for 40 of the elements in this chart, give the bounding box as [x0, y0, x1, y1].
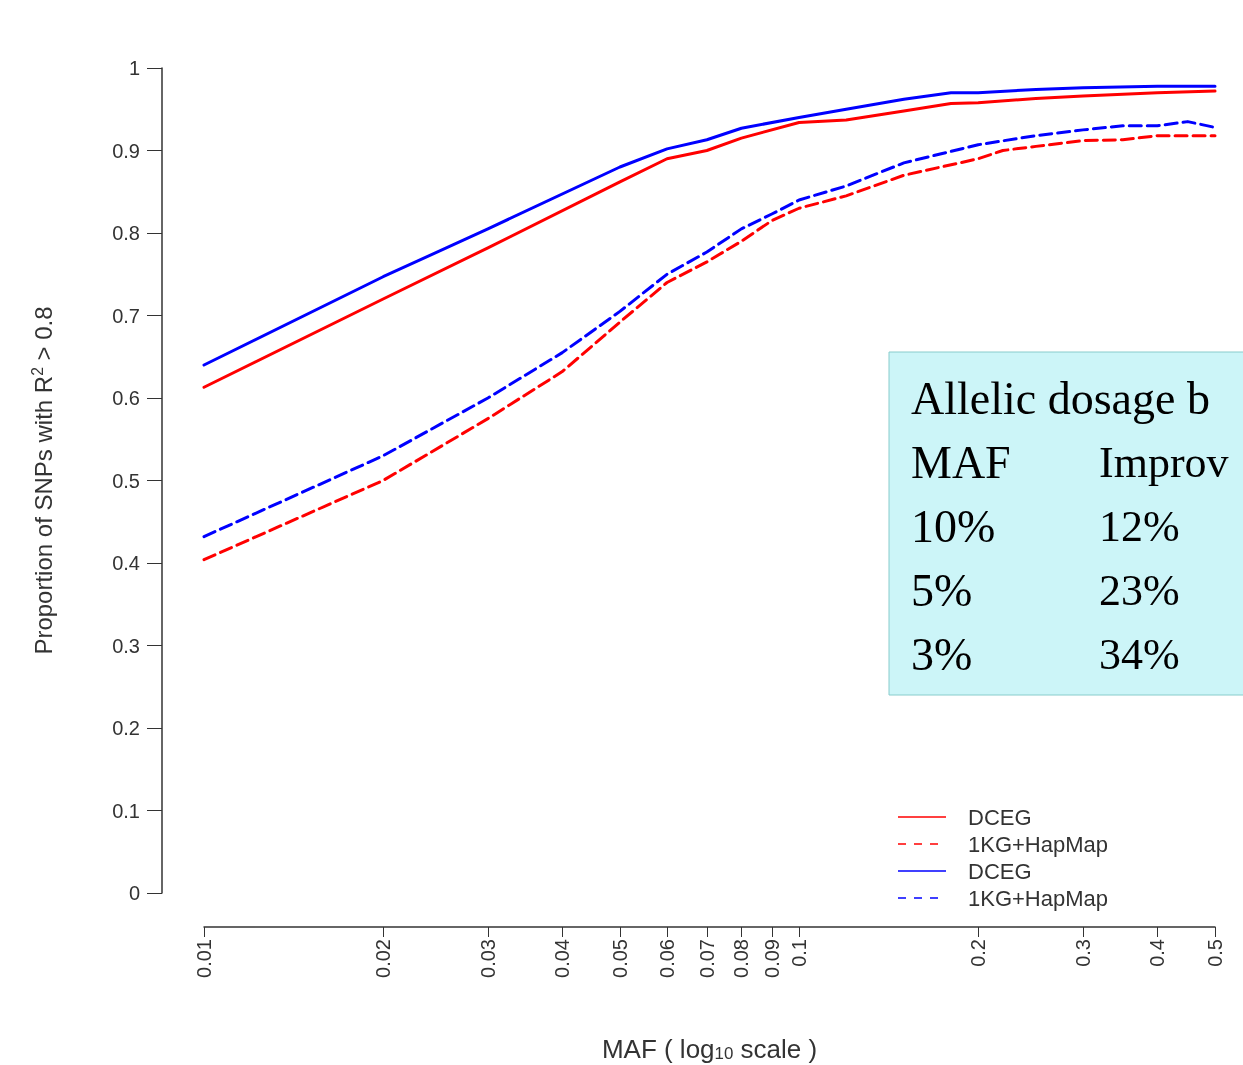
x-tick-label: 0.4 — [1146, 939, 1169, 967]
annotation: 10% — [911, 500, 996, 552]
annotation: 3% — [911, 628, 973, 680]
x-tick-label: 0.1 — [788, 939, 811, 967]
x-tick-label: 0.04 — [551, 939, 574, 978]
x-tick-label: 0.09 — [760, 939, 783, 978]
legend-label: DCEG — [968, 858, 1032, 884]
annotation: 34% — [1099, 629, 1180, 679]
legend-label: 1KG+HapMap — [968, 885, 1109, 911]
annotation: Allelic dosage b — [911, 372, 1210, 424]
x-axis-title: MAF ( log10 scale ) — [601, 1033, 818, 1064]
y-tick-label: 0.5 — [112, 469, 140, 492]
y-tick-label: 0.4 — [112, 552, 140, 574]
y-tick-label: 0.6 — [112, 387, 140, 409]
x-tick-label: 0.03 — [476, 939, 499, 978]
y-tick-label: 0.2 — [112, 717, 140, 739]
y-tick-label: 1 — [128, 57, 140, 79]
annotation: 23% — [1099, 565, 1180, 615]
x-tick-label: 0.5 — [1204, 939, 1226, 967]
y-tick-label: 0.8 — [112, 222, 140, 244]
x-tick-label: 0.08 — [730, 939, 753, 978]
annotation: 12% — [1099, 501, 1180, 551]
annotation: MAF — [911, 436, 1011, 488]
x-tick-label: 0.3 — [1071, 939, 1094, 967]
y-axis-title: Proportion of SNPs with R2 > 0.8 — [28, 306, 57, 655]
y-tick-label: 0 — [128, 882, 140, 904]
x-tick-label: 0.02 — [372, 939, 395, 978]
y-tick-label: 0.9 — [112, 139, 140, 162]
y-tick-label: 0.7 — [112, 304, 140, 327]
x-tick-label: 0.07 — [695, 939, 718, 978]
legend-label: 1KG+HapMap — [968, 831, 1109, 857]
x-tick-label: 0.06 — [656, 939, 679, 978]
y-tick-label: 0.1 — [112, 799, 140, 822]
y-tick-label: 0.3 — [112, 634, 140, 657]
legend-label: DCEG — [968, 804, 1032, 830]
x-tick-label: 0.2 — [967, 939, 990, 967]
annotation: 5% — [911, 564, 973, 616]
x-tick-label: 0.01 — [193, 939, 215, 978]
annotation: Improv — [1099, 437, 1229, 487]
x-tick-label: 0.05 — [608, 939, 631, 978]
